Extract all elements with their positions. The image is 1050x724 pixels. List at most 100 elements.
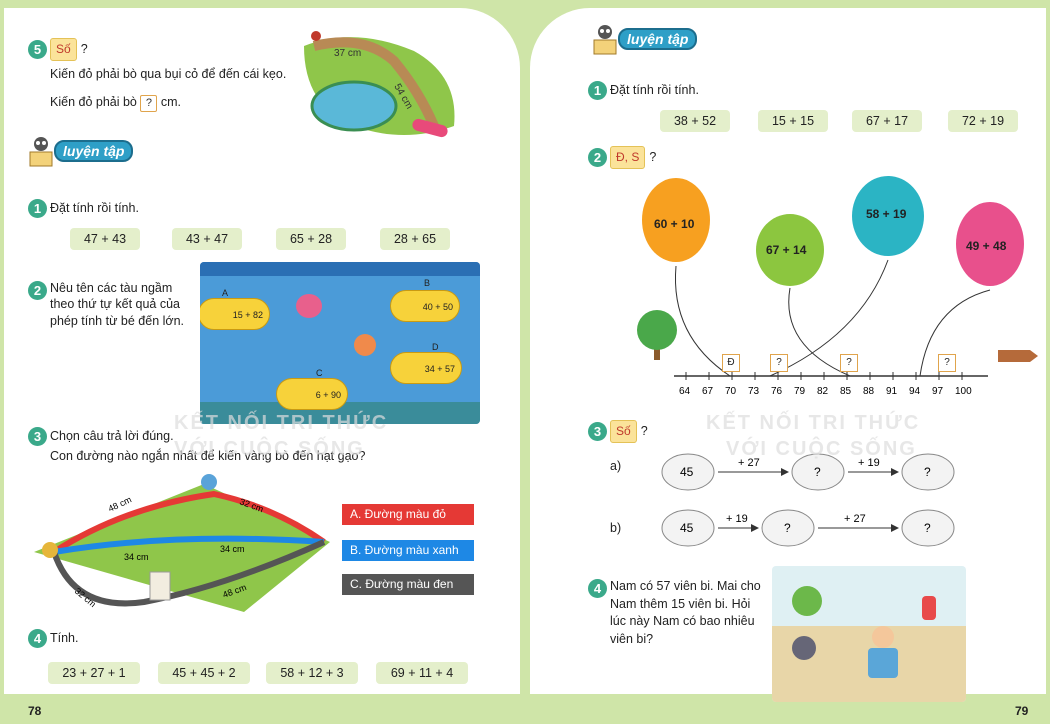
watermark: VỚI CUỘC SỐNG bbox=[174, 438, 365, 460]
ds-box[interactable]: ? bbox=[840, 354, 858, 372]
ex4-title: 4 Tính. bbox=[28, 628, 79, 649]
tick-label: 94 bbox=[909, 386, 921, 397]
octopus bbox=[296, 294, 322, 318]
balloon-4 bbox=[956, 202, 1024, 286]
r-ex3-q: ? bbox=[640, 424, 648, 438]
option-a-button[interactable]: A. Đường màu đỏ bbox=[342, 504, 474, 525]
ex2-title: Nêu tên các tàu ngầm theo thứ tự kết quả… bbox=[50, 281, 185, 328]
tick-label: 97 bbox=[932, 386, 944, 397]
signpost bbox=[998, 350, 1038, 362]
sub-a-letter: A bbox=[222, 288, 229, 298]
r-ex3-number: 3 bbox=[588, 422, 607, 442]
submarine-illustration: 15 + 82 A 40 + 50 B 6 + 90 C 34 + 57 D bbox=[200, 262, 480, 424]
r-ex2-q: ? bbox=[649, 150, 657, 164]
sea-top bbox=[200, 262, 480, 276]
r-ex2-tag: Đ, S bbox=[610, 146, 646, 170]
ex1-number: 1 bbox=[28, 199, 47, 219]
r-ex1-item: 67 + 17 bbox=[852, 110, 922, 132]
option-c-button[interactable]: C. Đường màu đen bbox=[342, 574, 474, 595]
sheep-a-op1: + 27 bbox=[738, 457, 760, 469]
r-ex3-tag: Số bbox=[610, 420, 637, 444]
r-ex1-item: 15 + 15 bbox=[758, 110, 828, 132]
ex4-number: 4 bbox=[28, 629, 47, 649]
tick-label: 70 bbox=[725, 386, 737, 397]
r-ex2-number: 2 bbox=[588, 148, 607, 168]
roads-illustration: 48 cm 32 cm 34 cm 34 cm 32 cm 48 cm bbox=[34, 474, 330, 612]
ex1-item: 28 + 65 bbox=[380, 228, 450, 250]
ex4-item: 58 + 12 + 3 bbox=[266, 662, 358, 684]
r-ex4-number-wrap: 4 bbox=[588, 578, 610, 599]
boy-body bbox=[868, 648, 898, 678]
r-ex2-header: 2 Đ, S? bbox=[588, 146, 657, 170]
ex4-item: 69 + 11 + 4 bbox=[376, 662, 468, 684]
sub-b-expr: 40 + 50 bbox=[422, 302, 453, 312]
ex1-item: 43 + 47 bbox=[172, 228, 242, 250]
balloon-expr: 58 + 19 bbox=[866, 207, 907, 221]
sheep-a-start: 45 bbox=[680, 465, 694, 479]
balloon-1 bbox=[642, 178, 710, 262]
sub-c-expr: 6 + 90 bbox=[315, 390, 341, 400]
robot-book-icon bbox=[29, 137, 53, 167]
ex5-answer-box[interactable]: ? bbox=[140, 95, 158, 112]
sub-d-expr: 34 + 57 bbox=[424, 364, 455, 374]
tick-label: 88 bbox=[863, 386, 875, 397]
sheep-b-mid[interactable]: ? bbox=[784, 521, 791, 535]
octopus-orange bbox=[354, 334, 376, 356]
balloon-3 bbox=[852, 176, 924, 256]
ex1-text: Đặt tính rồi tính. bbox=[50, 201, 139, 215]
balloon-illustration: 60 + 10 67 + 14 58 + 19 49 + 48 64 67 70 73… bbox=[637, 176, 1038, 397]
watermark: VỚI CUỘC SỐNG bbox=[726, 438, 917, 460]
r-ex4-number: 4 bbox=[588, 579, 607, 599]
tick-label: 64 bbox=[679, 386, 691, 397]
road-label: 48 cm bbox=[107, 494, 133, 513]
ex5-line2a: Kiến đỏ phải bò bbox=[50, 95, 137, 109]
marbles-illustration bbox=[772, 566, 966, 702]
r-ex1-item: 38 + 52 bbox=[660, 110, 730, 132]
sheep-a-op2: + 19 bbox=[858, 457, 880, 469]
road-label: 34 cm bbox=[220, 544, 245, 554]
tick-label: 73 bbox=[748, 386, 760, 397]
option-b-button[interactable]: B. Đường màu xanh bbox=[342, 540, 474, 561]
girl bbox=[922, 596, 936, 620]
page-number-left: 78 bbox=[28, 704, 42, 718]
ex5-line1: Kiến đỏ phải bò qua bụi cỏ để đến cái kẹ… bbox=[50, 67, 287, 81]
sub-b-letter: B bbox=[424, 278, 431, 288]
submarine-c: 6 + 90 bbox=[276, 378, 348, 410]
ex1-title: 1 Đặt tính rồi tính. bbox=[28, 198, 139, 219]
ex5-q: ? bbox=[80, 42, 88, 56]
tree bbox=[637, 310, 677, 360]
ex4-item: 45 + 45 + 2 bbox=[158, 662, 250, 684]
ex5-line2b: cm. bbox=[160, 95, 181, 109]
r-ex1-number: 1 bbox=[588, 81, 607, 101]
ds-box[interactable]: Đ bbox=[722, 354, 740, 372]
ex3-number: 3 bbox=[28, 427, 47, 447]
submarine-d: 34 + 57 bbox=[390, 352, 462, 384]
tick-label: 100 bbox=[955, 386, 972, 397]
ex2-number-wrap: 2 bbox=[28, 280, 50, 301]
ex5-tag: Số bbox=[50, 38, 77, 62]
number-line-ticks: 64 67 70 73 76 79 82 85 88 91 94 97 100 bbox=[679, 372, 972, 397]
ex5-header: 5 Số? bbox=[28, 38, 88, 62]
r-ex1-title: 1 Đặt tính rồi tính. bbox=[588, 80, 699, 101]
ex3-text: Chọn câu trả lời đúng. bbox=[50, 429, 174, 443]
ds-box[interactable]: ? bbox=[770, 354, 788, 372]
road-label: 32 cm bbox=[73, 586, 98, 609]
sheep-b-end[interactable]: ? bbox=[924, 521, 931, 535]
r-ex1-text: Đặt tính rồi tính. bbox=[610, 83, 699, 97]
ant-grass-illustration: 37 cm 54 cm bbox=[304, 31, 455, 138]
submarine-a: 15 + 82 bbox=[200, 298, 270, 330]
ds-box[interactable]: ? bbox=[938, 354, 956, 372]
robot-book-icon bbox=[593, 25, 617, 55]
ex1-item: 47 + 43 bbox=[70, 228, 140, 250]
ex4-item: 23 + 27 + 1 bbox=[48, 662, 140, 684]
watermark: KẾT NỐI TRI THỨC bbox=[706, 412, 921, 434]
ex3-title: 3 Chọn câu trả lời đúng. bbox=[28, 426, 174, 447]
ex5-line2: Kiến đỏ phải bò ? cm. bbox=[50, 92, 181, 112]
sheep-a-end[interactable]: ? bbox=[924, 465, 931, 479]
r-ex3-b-label: b) bbox=[610, 521, 622, 535]
sheep-b-start: 45 bbox=[680, 521, 694, 535]
boy-head bbox=[872, 626, 894, 648]
ex5-label1: 37 cm bbox=[334, 48, 361, 59]
balloon-2 bbox=[756, 214, 824, 286]
sheep-a-mid[interactable]: ? bbox=[814, 465, 821, 479]
